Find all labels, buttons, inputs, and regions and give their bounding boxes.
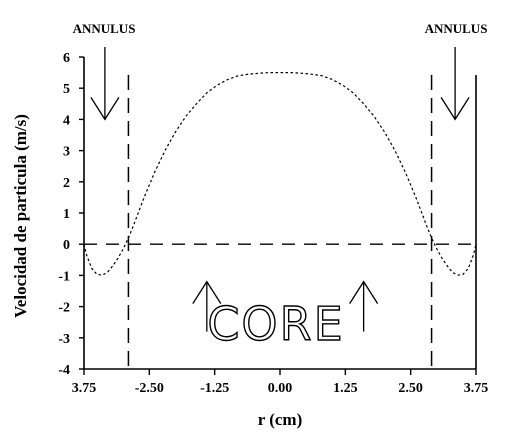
- y-tick-label: 5: [63, 82, 70, 97]
- annulus-label: ANNULUS: [73, 21, 136, 36]
- series-layer: [83, 71, 477, 276]
- arrow-head: [90, 97, 120, 121]
- y-tick-label: -1: [58, 269, 70, 284]
- velocity-series-line: [83, 71, 477, 276]
- y-tick-label: 3: [63, 145, 70, 160]
- y-tick-label: -4: [58, 363, 70, 378]
- reference-lines: [84, 75, 476, 369]
- annulus-arrow: [440, 47, 470, 121]
- y-tick-labels: -4 -3 -2 -1 0 1 2 3 4 5 6: [58, 51, 70, 378]
- x-tick-label: 3.75: [464, 381, 489, 396]
- x-tick-label: 1.25: [333, 381, 358, 396]
- annotations-layer: ANNULUS ANNULUS CORE: [73, 21, 488, 352]
- arrow-head: [192, 280, 222, 304]
- x-tick-labels: 3.75 -2.50 -1.25 0.00 1.25 2.50 3.75: [72, 381, 489, 396]
- x-tick-label: 0.00: [268, 381, 293, 396]
- y-tick-label: -3: [58, 332, 70, 347]
- core-arrow: [349, 280, 379, 332]
- annulus-label: ANNULUS: [425, 21, 488, 36]
- y-tick-label: 1: [63, 207, 70, 222]
- y-tick-label: 2: [63, 176, 70, 191]
- arrow-head: [349, 280, 379, 304]
- x-axis-title: r (cm): [258, 410, 303, 429]
- core-label: CORE: [207, 297, 344, 351]
- y-axis-title: Velocidad de particula (m/s): [11, 114, 30, 318]
- arrow-head: [440, 97, 470, 121]
- y-tick-label: 0: [63, 238, 70, 253]
- x-tick-label: 2.50: [398, 381, 423, 396]
- annulus-arrow: [90, 47, 120, 121]
- y-tick-label: 6: [63, 51, 70, 66]
- y-tick-label: -2: [58, 301, 70, 316]
- x-tick-label: -2.50: [135, 381, 164, 396]
- y-tick-label: 4: [63, 113, 70, 128]
- x-tick-label: -1.25: [200, 381, 229, 396]
- core-arrow: [192, 280, 222, 332]
- x-tick-label: 3.75: [72, 381, 97, 396]
- axis-ticks: [79, 56, 477, 375]
